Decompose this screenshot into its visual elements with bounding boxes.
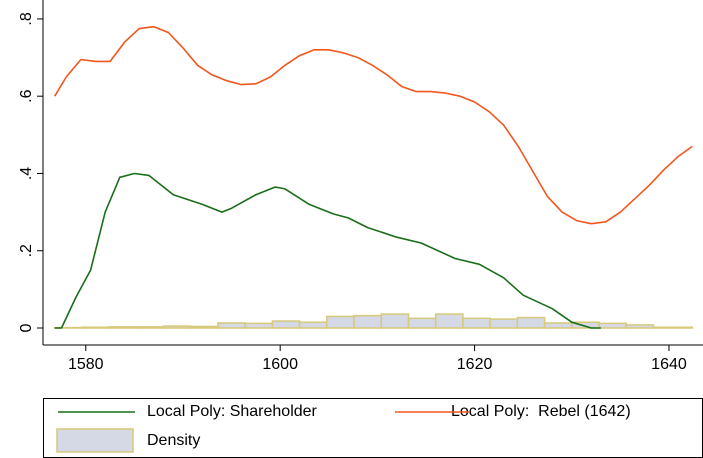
legend-label: Local Poly: Rebel (1642) <box>451 403 631 420</box>
density-bar <box>298 321 328 329</box>
y-tick-label: .6 <box>18 89 35 102</box>
y-tick-label: 0 <box>18 323 35 332</box>
legend <box>43 398 703 458</box>
density-bar <box>108 326 138 329</box>
density-bar <box>380 313 410 329</box>
density-bar <box>516 316 546 329</box>
legend-items: Local Poly: Shareholder Local Poly: Rebel… <box>56 403 631 453</box>
lines <box>54 25 693 329</box>
y-tick-label: .4 <box>18 167 35 180</box>
density-bar <box>135 326 165 329</box>
density-bar <box>244 322 274 329</box>
density-bar <box>81 326 110 329</box>
ticks: 0 .2 .4 .6 .8 1580 1600 1620 1640 <box>18 12 687 373</box>
density-bar <box>407 317 437 329</box>
legend-label: Density <box>147 432 200 449</box>
density-bar <box>217 322 246 329</box>
density-bar <box>625 324 655 329</box>
density-bar <box>543 322 573 329</box>
density-bar <box>598 322 627 329</box>
density-bar <box>189 325 219 329</box>
histogram <box>53 313 694 329</box>
x-tick-label: 1640 <box>651 356 687 373</box>
x-tick-label: 1600 <box>262 356 298 373</box>
density-bar <box>462 317 491 329</box>
x-tick-label: 1620 <box>457 356 493 373</box>
density-bar <box>353 314 383 329</box>
legend-label: Local Poly: Shareholder <box>147 403 318 420</box>
y-tick-label: .2 <box>18 244 35 257</box>
density-bar <box>489 318 519 329</box>
density-bar <box>162 325 192 329</box>
density-bar <box>652 326 694 329</box>
series-line <box>54 25 693 225</box>
x-tick-label: 1580 <box>68 356 104 373</box>
y-tick-label: .8 <box>18 12 35 25</box>
density-bar <box>434 313 464 329</box>
density-bar <box>326 315 355 329</box>
density-bar <box>271 320 301 329</box>
legend-swatch <box>56 428 134 453</box>
series-line <box>54 172 601 329</box>
